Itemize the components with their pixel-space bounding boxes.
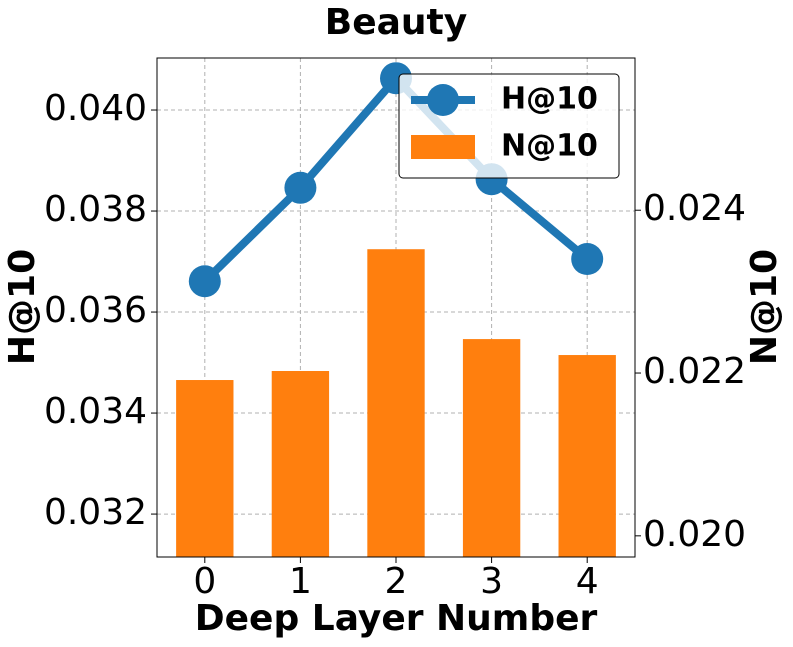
y-tick-label: 0.036 [44,290,147,331]
bar [367,249,425,557]
x-tick-label: 3 [480,561,503,602]
y-tick-label: 0.032 [44,492,147,533]
y-tick-label: 0.040 [44,88,147,129]
y-tick-label: 0.034 [44,391,147,432]
bar [558,355,616,557]
y2-tick-label: 0.024 [643,188,746,229]
x-tick-label: 0 [193,561,216,602]
bar [271,370,330,557]
y-tick-label: 0.038 [44,189,147,230]
y-axis-label: H@10 [2,249,43,365]
x-tick-label: 1 [289,561,312,602]
legend-marker [427,84,459,116]
chart-title: Beauty [325,2,467,43]
x-tick-label: 4 [576,561,599,602]
plot-frame [156,57,636,558]
marker [571,243,604,276]
legend-label: H@10 [501,82,598,117]
legend-swatch [411,135,475,159]
y2-tick-label: 0.020 [643,514,746,555]
bar [462,339,521,557]
y2-axis-label: N@10 [744,249,785,365]
y2-tick-label: 0.022 [643,351,746,392]
x-tick-label: 2 [385,561,408,602]
legend-label: N@10 [501,129,598,164]
bar [176,380,234,557]
x-axis-label: Deep Layer Number [195,598,598,639]
marker [284,171,317,204]
marker [188,265,221,298]
